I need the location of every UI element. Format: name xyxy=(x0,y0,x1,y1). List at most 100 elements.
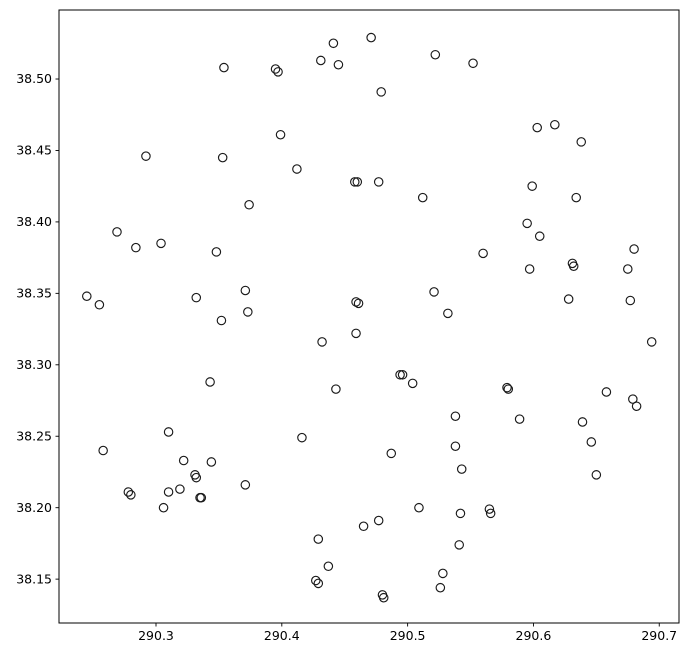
data-point xyxy=(328,38,339,49)
data-point xyxy=(455,508,466,519)
data-point xyxy=(123,487,134,497)
x-tick-label: 290.6 xyxy=(516,628,552,643)
data-point xyxy=(591,470,602,480)
data-point xyxy=(94,300,105,310)
data-point xyxy=(395,370,405,380)
data-point xyxy=(414,502,424,513)
data-point xyxy=(532,122,542,133)
x-tick-label: 290.3 xyxy=(138,628,174,643)
data-point xyxy=(601,387,612,397)
data-point xyxy=(646,337,657,347)
data-point xyxy=(191,292,202,303)
data-point xyxy=(407,378,418,389)
data-point xyxy=(502,382,512,393)
data-point xyxy=(435,582,446,593)
data-point xyxy=(454,540,464,550)
data-point xyxy=(358,521,369,532)
data-point xyxy=(397,370,408,380)
data-point xyxy=(386,448,397,459)
data-point xyxy=(577,417,588,427)
data-point xyxy=(112,227,122,237)
data-point xyxy=(331,384,341,394)
data-point xyxy=(156,238,166,249)
data-point xyxy=(430,49,441,60)
data-point xyxy=(628,394,638,404)
data-point xyxy=(351,328,361,339)
y-tick-label: 38.25 xyxy=(16,428,52,443)
data-point xyxy=(292,164,302,174)
data-point xyxy=(534,231,545,241)
data-point xyxy=(131,242,141,253)
data-point xyxy=(456,464,467,474)
data-point xyxy=(206,457,217,467)
data-point xyxy=(244,199,254,210)
data-point xyxy=(216,315,227,326)
data-point xyxy=(243,307,253,317)
data-point xyxy=(485,508,496,519)
data-point xyxy=(625,295,636,306)
data-point xyxy=(158,502,169,513)
data-point xyxy=(82,291,92,301)
data-point xyxy=(450,441,461,452)
data-point xyxy=(316,55,326,66)
data-point xyxy=(631,401,642,412)
data-point xyxy=(527,181,537,191)
data-point xyxy=(522,218,532,229)
data-point xyxy=(350,177,360,187)
data-point xyxy=(352,177,363,187)
data-point xyxy=(514,414,525,424)
data-point xyxy=(468,58,478,69)
data-point xyxy=(438,568,448,579)
data-point xyxy=(323,561,334,572)
data-point xyxy=(163,487,174,497)
data-point xyxy=(503,384,514,394)
data-point xyxy=(353,298,364,309)
data-point xyxy=(333,59,344,70)
data-point xyxy=(240,285,251,296)
data-point xyxy=(629,244,639,254)
axis-frame xyxy=(58,9,680,624)
data-point xyxy=(623,264,633,274)
data-point xyxy=(576,137,587,147)
data-point xyxy=(450,411,461,422)
data-point xyxy=(311,575,321,586)
data-point xyxy=(141,151,151,161)
data-point xyxy=(378,592,389,603)
data-point xyxy=(211,247,222,257)
data-point xyxy=(275,129,286,140)
data-point xyxy=(376,87,386,97)
y-tick-label: 38.40 xyxy=(16,214,52,229)
data-point xyxy=(351,297,361,307)
data-point xyxy=(417,192,428,203)
data-point xyxy=(313,534,324,544)
data-point xyxy=(478,248,488,259)
data-point xyxy=(273,67,283,77)
data-point xyxy=(270,64,281,74)
data-point xyxy=(297,432,307,443)
data-point xyxy=(178,455,189,466)
data-point xyxy=(568,261,579,271)
data-point xyxy=(317,337,327,347)
data-point xyxy=(429,287,439,297)
x-tick-label: 290.4 xyxy=(264,628,300,643)
data-point xyxy=(98,445,108,456)
data-point xyxy=(366,32,376,43)
y-tick-label: 38.20 xyxy=(16,500,52,515)
data-point xyxy=(240,480,251,490)
data-point xyxy=(196,492,207,503)
data-point xyxy=(484,504,495,514)
data-point xyxy=(373,177,384,187)
y-tick-label: 38.50 xyxy=(16,71,52,86)
data-point xyxy=(191,472,202,483)
data-point xyxy=(443,308,453,319)
data-point xyxy=(550,119,560,130)
data-point xyxy=(175,484,185,494)
data-point xyxy=(313,578,324,589)
y-tick-label: 38.45 xyxy=(16,143,52,158)
data-point xyxy=(586,437,597,447)
data-point xyxy=(217,152,228,163)
data-point xyxy=(219,62,229,73)
data-point xyxy=(524,264,535,274)
